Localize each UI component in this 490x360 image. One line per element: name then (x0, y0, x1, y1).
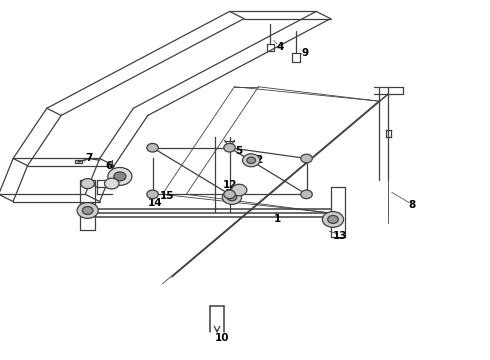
Text: 10: 10 (215, 333, 230, 343)
Circle shape (114, 172, 126, 181)
Text: 12: 12 (223, 180, 238, 190)
Text: 4: 4 (276, 42, 284, 52)
Text: 13: 13 (333, 231, 347, 240)
Circle shape (222, 190, 242, 204)
Circle shape (301, 190, 312, 199)
Text: 8: 8 (409, 200, 416, 210)
Text: 14: 14 (147, 198, 162, 208)
Text: 9: 9 (302, 48, 309, 58)
Text: 3: 3 (118, 171, 125, 181)
Circle shape (82, 207, 93, 215)
Circle shape (147, 143, 158, 152)
Circle shape (81, 179, 95, 189)
Circle shape (224, 143, 235, 152)
FancyBboxPatch shape (74, 159, 82, 163)
Text: 2: 2 (255, 155, 262, 165)
Circle shape (243, 154, 260, 167)
Text: 6: 6 (106, 161, 113, 171)
Circle shape (322, 212, 343, 227)
Circle shape (104, 178, 119, 189)
Text: 7: 7 (85, 153, 93, 163)
Circle shape (227, 194, 237, 201)
Text: 5: 5 (236, 146, 243, 156)
Text: 1: 1 (274, 215, 281, 224)
Circle shape (301, 154, 312, 163)
Circle shape (224, 190, 235, 199)
Circle shape (231, 184, 247, 196)
Circle shape (147, 190, 158, 199)
Circle shape (247, 157, 255, 163)
Circle shape (108, 167, 132, 185)
Circle shape (328, 216, 338, 224)
Circle shape (77, 203, 98, 219)
Text: 11: 11 (225, 189, 239, 199)
Text: 15: 15 (160, 191, 174, 201)
